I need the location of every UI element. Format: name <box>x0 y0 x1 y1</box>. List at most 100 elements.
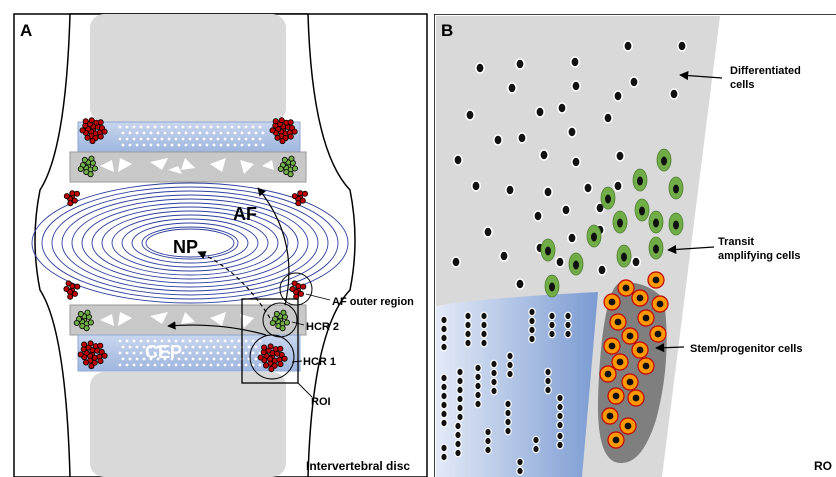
stem-cell-nucleus <box>608 298 616 306</box>
annulus-lamellae <box>31 182 349 304</box>
endplate-dot <box>205 131 209 135</box>
endplate-dot <box>163 357 167 361</box>
differentiated-cell <box>532 210 543 222</box>
endplate-dot <box>146 351 150 355</box>
label-hcr1: HCR 1 <box>303 356 336 368</box>
red-cell <box>268 366 275 373</box>
endplate-dot <box>132 125 136 129</box>
transit-cell-nucleus <box>545 246 551 256</box>
endplate-dot <box>226 131 230 135</box>
red-cell <box>88 117 95 124</box>
differentiated-cell <box>542 186 553 198</box>
red-cell <box>83 359 90 366</box>
endplate-dot <box>258 363 262 367</box>
endplate-dot <box>251 125 255 129</box>
endplate-dot <box>237 363 241 367</box>
red-cell <box>101 352 108 359</box>
endplate-dot <box>156 143 160 147</box>
chondrocyte-cell <box>506 369 514 379</box>
red-cell <box>299 197 306 204</box>
stem-cell-nucleus <box>616 358 624 366</box>
differentiated-cell <box>534 106 545 118</box>
endplate-dot <box>244 137 248 141</box>
endplate-dot <box>146 363 150 367</box>
endplate-dot <box>167 125 171 129</box>
label-hcr2: HCR 2 <box>306 321 339 333</box>
red-cell <box>72 290 79 297</box>
endplate-dot <box>132 339 136 343</box>
endplate-dot <box>191 357 195 361</box>
red-cell <box>77 351 84 358</box>
endplate-dot <box>205 345 209 349</box>
endplate-dot <box>233 143 237 147</box>
endplate-dot <box>184 357 188 361</box>
vertebra-upper <box>90 14 286 122</box>
pointer-hcr2 <box>291 321 305 326</box>
differentiated-cell <box>630 256 641 268</box>
endplate-dot <box>251 363 255 367</box>
endplate-dot <box>205 143 209 147</box>
endplate-dot <box>121 345 125 349</box>
green-cell <box>81 156 88 163</box>
endplate-upper <box>77 121 301 153</box>
endplate-dot <box>219 357 223 361</box>
green-cell <box>88 155 95 162</box>
endplate-dot <box>146 339 150 343</box>
panel-a-letter: A <box>20 21 32 40</box>
endplate-dot <box>181 363 185 367</box>
chondrocyte-cell <box>456 394 464 404</box>
endplate-dot <box>156 357 160 361</box>
green-cell <box>87 171 94 178</box>
endplate-dot <box>223 339 227 343</box>
endplate-dot <box>146 125 150 129</box>
red-cell <box>301 190 308 197</box>
endplate-dot <box>118 339 122 343</box>
endplate-lower <box>77 334 301 372</box>
endplate-dot <box>170 345 174 349</box>
differentiated-cell <box>570 156 581 168</box>
endplate-dot <box>195 363 199 367</box>
chondrocyte-cell <box>544 385 552 395</box>
transit-cell-nucleus <box>653 218 659 228</box>
chondrocyte-cell <box>548 311 556 321</box>
endplate-dot <box>153 363 157 367</box>
red-cell <box>97 358 104 365</box>
endplate-dot <box>139 351 143 355</box>
endplate-dot <box>153 125 157 129</box>
chondrocyte-cell <box>456 403 464 413</box>
green-cell <box>279 325 286 332</box>
endplate-dot <box>142 143 146 147</box>
endplate-dot <box>177 131 181 135</box>
endplate-dot <box>212 357 216 361</box>
endplate-dot <box>174 125 178 129</box>
vertebra-lower <box>90 372 286 477</box>
chondrocyte-cell <box>464 311 472 321</box>
endplate-dot <box>160 137 164 141</box>
red-cell <box>81 341 88 348</box>
green-cell <box>83 325 90 332</box>
af-outer-circle <box>279 272 313 306</box>
label-differentiated-1: Differentiated <box>730 65 801 77</box>
endplate-dot <box>212 143 216 147</box>
panel-a: A NP AF CEP AF outer region HCR 2 HCR 1 … <box>13 13 428 477</box>
chondrocyte-cell <box>440 333 448 343</box>
differentiated-cell <box>676 40 687 52</box>
transit-cell-nucleus <box>653 244 659 254</box>
arrow-to-np <box>197 251 271 319</box>
endplate-dot <box>125 363 129 367</box>
endplate-dot <box>258 351 262 355</box>
red-cell <box>67 293 74 300</box>
endplate-dot <box>195 125 199 129</box>
differentiated-cell <box>474 62 485 74</box>
red-cell <box>97 119 104 126</box>
transit-cell-nucleus <box>591 232 597 242</box>
endplate-dot <box>125 339 129 343</box>
endplate-dot <box>223 137 227 141</box>
endplate-dot <box>177 345 181 349</box>
transit-cell-nucleus <box>673 184 679 194</box>
endplate-dot <box>261 143 265 147</box>
endplate-dot <box>195 137 199 141</box>
stem-cell-nucleus <box>632 394 640 402</box>
endplate-dot <box>209 363 213 367</box>
differentiated-cell <box>452 154 463 166</box>
